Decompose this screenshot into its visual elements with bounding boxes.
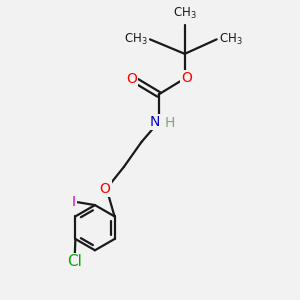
Text: O: O <box>126 72 137 86</box>
Text: H: H <box>164 116 175 130</box>
Text: N: N <box>150 115 160 129</box>
Text: CH$_3$: CH$_3$ <box>173 5 196 20</box>
Text: Cl: Cl <box>68 254 82 269</box>
Text: O: O <box>181 71 192 85</box>
Text: CH$_3$: CH$_3$ <box>219 32 243 47</box>
Text: CH$_3$: CH$_3$ <box>124 32 148 47</box>
Text: I: I <box>72 195 76 209</box>
Text: O: O <box>100 182 110 196</box>
